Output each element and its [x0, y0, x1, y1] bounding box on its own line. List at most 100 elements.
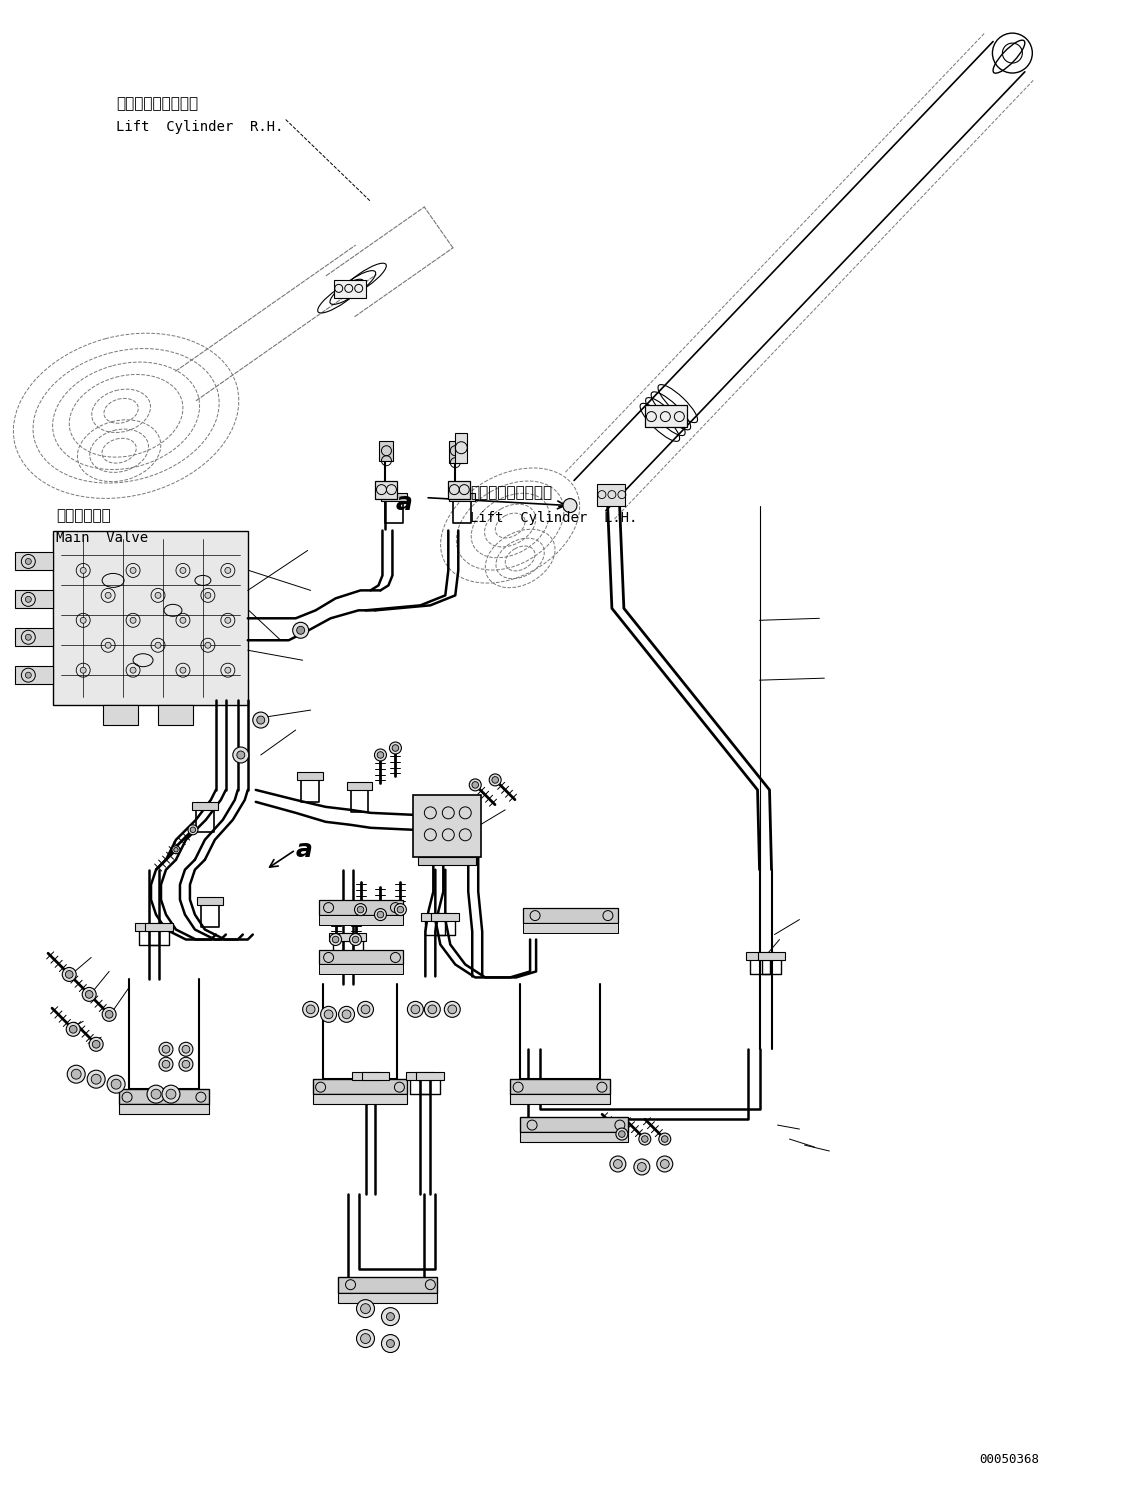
Text: a: a [296, 838, 312, 862]
Circle shape [407, 1002, 423, 1017]
Bar [382, 492, 407, 501]
Circle shape [225, 568, 231, 574]
Circle shape [155, 592, 161, 598]
Circle shape [448, 1005, 457, 1014]
Circle shape [205, 592, 210, 598]
Bar [597, 483, 625, 505]
Bar [448, 480, 470, 498]
Circle shape [171, 845, 179, 854]
Circle shape [614, 1160, 622, 1169]
Circle shape [67, 1065, 86, 1082]
Bar [520, 1132, 628, 1142]
Circle shape [162, 1045, 170, 1053]
Circle shape [427, 1005, 437, 1014]
Text: Lift  Cylinder  R.H.: Lift Cylinder R.H. [117, 119, 283, 134]
Circle shape [411, 1005, 419, 1014]
Circle shape [25, 634, 31, 640]
Circle shape [179, 1057, 193, 1071]
Text: Main  Valve: Main Valve [56, 531, 149, 544]
Bar [334, 280, 366, 298]
Circle shape [25, 596, 31, 602]
Circle shape [357, 1300, 375, 1318]
Circle shape [80, 666, 86, 672]
Circle shape [360, 1303, 370, 1314]
Circle shape [174, 847, 178, 851]
Circle shape [641, 1136, 648, 1142]
Bar [158, 705, 193, 725]
Circle shape [130, 568, 136, 574]
Circle shape [610, 1156, 626, 1172]
Circle shape [338, 1006, 354, 1023]
Bar [455, 432, 467, 462]
Text: リフトシリンダ　左: リフトシリンダ 左 [470, 486, 552, 501]
Circle shape [105, 1011, 113, 1018]
Circle shape [394, 904, 407, 915]
Bar [15, 666, 54, 684]
Circle shape [179, 1042, 193, 1056]
Circle shape [182, 1060, 190, 1068]
Bar [192, 802, 218, 810]
Circle shape [491, 777, 498, 783]
Circle shape [386, 1312, 394, 1321]
Bar [431, 912, 459, 920]
Bar [319, 965, 403, 975]
Bar [15, 628, 54, 646]
Circle shape [151, 1090, 161, 1099]
Circle shape [62, 968, 77, 981]
Circle shape [489, 774, 501, 786]
Bar [520, 1117, 628, 1132]
Circle shape [470, 778, 481, 790]
Circle shape [257, 716, 265, 725]
Circle shape [105, 592, 111, 598]
Text: リフトシリンダ　右: リフトシリンダ 右 [117, 97, 198, 112]
Circle shape [638, 1163, 646, 1172]
Circle shape [392, 744, 399, 751]
Bar [758, 953, 785, 960]
Circle shape [325, 1009, 333, 1018]
Circle shape [66, 1023, 80, 1036]
Circle shape [342, 1009, 351, 1018]
Text: Lift  Cylinder  L.H.: Lift Cylinder L.H. [470, 510, 638, 525]
Circle shape [352, 936, 359, 942]
Circle shape [358, 1002, 374, 1017]
Circle shape [634, 1159, 650, 1175]
Circle shape [253, 713, 269, 728]
Circle shape [639, 1133, 650, 1145]
Circle shape [190, 828, 195, 832]
Bar [54, 531, 248, 705]
Circle shape [182, 1045, 190, 1053]
Circle shape [297, 626, 305, 634]
Bar [510, 1094, 610, 1105]
Bar [646, 404, 687, 426]
Circle shape [130, 617, 136, 623]
Circle shape [111, 1079, 121, 1088]
Circle shape [472, 781, 479, 789]
Bar [407, 1072, 434, 1079]
Bar [319, 950, 403, 965]
Bar [15, 590, 54, 608]
Circle shape [390, 743, 401, 754]
Circle shape [162, 1085, 179, 1103]
Circle shape [179, 666, 186, 672]
Circle shape [179, 568, 186, 574]
Circle shape [350, 933, 361, 945]
Circle shape [361, 1005, 370, 1014]
Circle shape [306, 1005, 315, 1014]
Circle shape [329, 933, 342, 945]
Circle shape [130, 666, 136, 672]
Bar [338, 932, 367, 941]
Text: 00050368: 00050368 [980, 1454, 1039, 1466]
Circle shape [657, 1156, 673, 1172]
Circle shape [382, 1308, 399, 1325]
Text: a: a [395, 491, 413, 514]
Circle shape [333, 936, 338, 942]
Text: メインバルブ: メインバルブ [56, 508, 111, 523]
Bar [745, 953, 774, 960]
Circle shape [162, 1060, 170, 1068]
Bar [297, 772, 322, 780]
Circle shape [303, 1002, 319, 1017]
Bar [449, 441, 463, 462]
Circle shape [237, 751, 245, 759]
Circle shape [357, 1330, 375, 1348]
Bar [119, 1105, 209, 1114]
